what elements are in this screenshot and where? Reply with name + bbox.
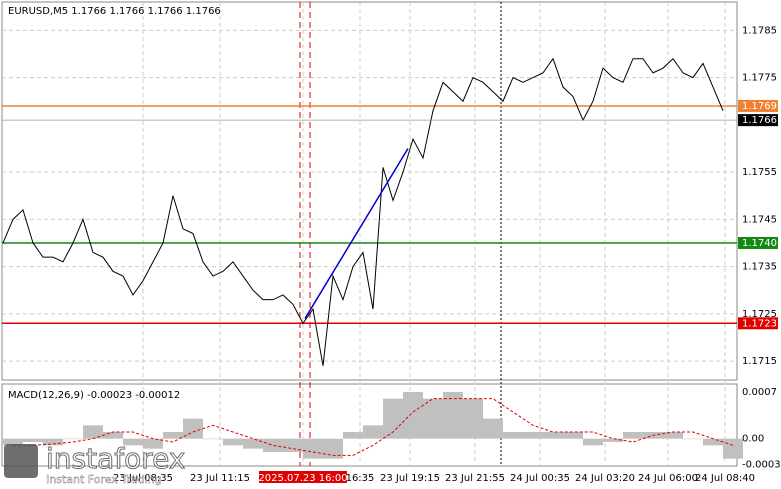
y-tick-label: 1.1775 [742,73,777,84]
trendline [304,148,409,319]
histogram-bar [43,438,63,446]
last-price-bg [738,114,778,127]
tagline: Instant Forex Trading [46,473,162,486]
level-label: 1.1740 [742,238,777,249]
histogram-bar [323,438,343,459]
histogram-bar [263,438,283,452]
level-label: 1.1769 [742,101,777,112]
x-tick-label: 2025.07.23 16:00 [258,473,347,484]
histogram-bar [603,438,623,442]
y-tick-label: 1.1725 [742,309,777,320]
histogram-bar [283,438,303,452]
x-tick-label: 24 Jul 08:40 [695,473,755,484]
brand: instaforex [46,442,185,475]
histogram-bar [503,432,523,439]
x-tick-label: 24 Jul 00:35 [510,473,570,484]
price-pane [1,1,738,381]
last-price-label: 1.1766 [742,115,777,126]
histogram-bar [463,398,483,439]
histogram-bar [163,432,183,439]
histogram-bar [23,438,43,442]
y-tick-label: 0.0007 [742,387,777,398]
histogram-bar [343,432,363,439]
macd-pane [1,383,738,467]
histogram-bar [703,438,723,446]
histogram-bar [123,438,143,446]
level-label-bg [738,99,778,112]
price-line [2,57,724,366]
histogram-bar [63,438,83,440]
chart-title: EURUSD,M5 1.1766 1.1766 1.1766 1.1766 [8,6,221,17]
histogram-bar [563,432,583,439]
signal-line [13,398,734,456]
histogram-bar [483,418,503,439]
histogram-bar [423,398,443,439]
histogram-bar [583,438,603,446]
histogram-bar [83,425,103,439]
histogram-bar [183,418,203,439]
histogram-bar [683,438,703,440]
histogram-bar [103,432,123,439]
y-tick-label: 1.1785 [742,25,777,36]
level-label-bg [738,236,778,249]
y-tick-label: 1.1755 [742,167,777,178]
logo-icon [4,444,38,478]
histogram-bar [663,432,683,439]
y-tick-label: 1.1735 [742,262,777,273]
watermark: instaforex Instant Forex Trading [4,442,186,486]
x-tick-label: 24 Jul 03:20 [575,473,635,484]
macd-title: MACD(12,26,9) -0.00023 -0.00012 [8,390,180,401]
y-tick-label: 1.1745 [742,214,777,225]
x-tick-label: 24 Jul 06:00 [638,473,698,484]
histogram-bar [723,438,743,459]
x-tick-label: 23 Jul 19:15 [380,473,440,484]
x-tick-label: 16:35 [346,473,375,484]
histogram-bar [3,438,23,446]
x-tick-label: 23 Jul 21:55 [445,473,505,484]
histogram-bar [143,438,163,449]
y-tick-label: 1.1715 [742,356,777,367]
histogram-bar [243,438,263,449]
histogram-bar [443,392,463,439]
histogram-bar [523,432,543,439]
level-label-bg [738,317,778,330]
histogram-bar [383,398,403,439]
level-label: 1.1723 [742,318,777,329]
histogram-bar [223,438,243,446]
x-tick-highlight [259,471,347,483]
histogram-bar [403,392,423,439]
histogram-bar [543,432,563,439]
histogram-bar [303,438,323,459]
x-tick-label: 23 Jul 11:15 [190,473,250,484]
histogram-bar [203,438,223,440]
y-tick-label: 0.00 [742,434,764,445]
histogram-bar [363,425,383,439]
x-tick-label: 23 Jul 08:35 [113,473,173,484]
histogram-bar [623,432,643,439]
y-tick-label: -0.00039 [742,460,781,471]
